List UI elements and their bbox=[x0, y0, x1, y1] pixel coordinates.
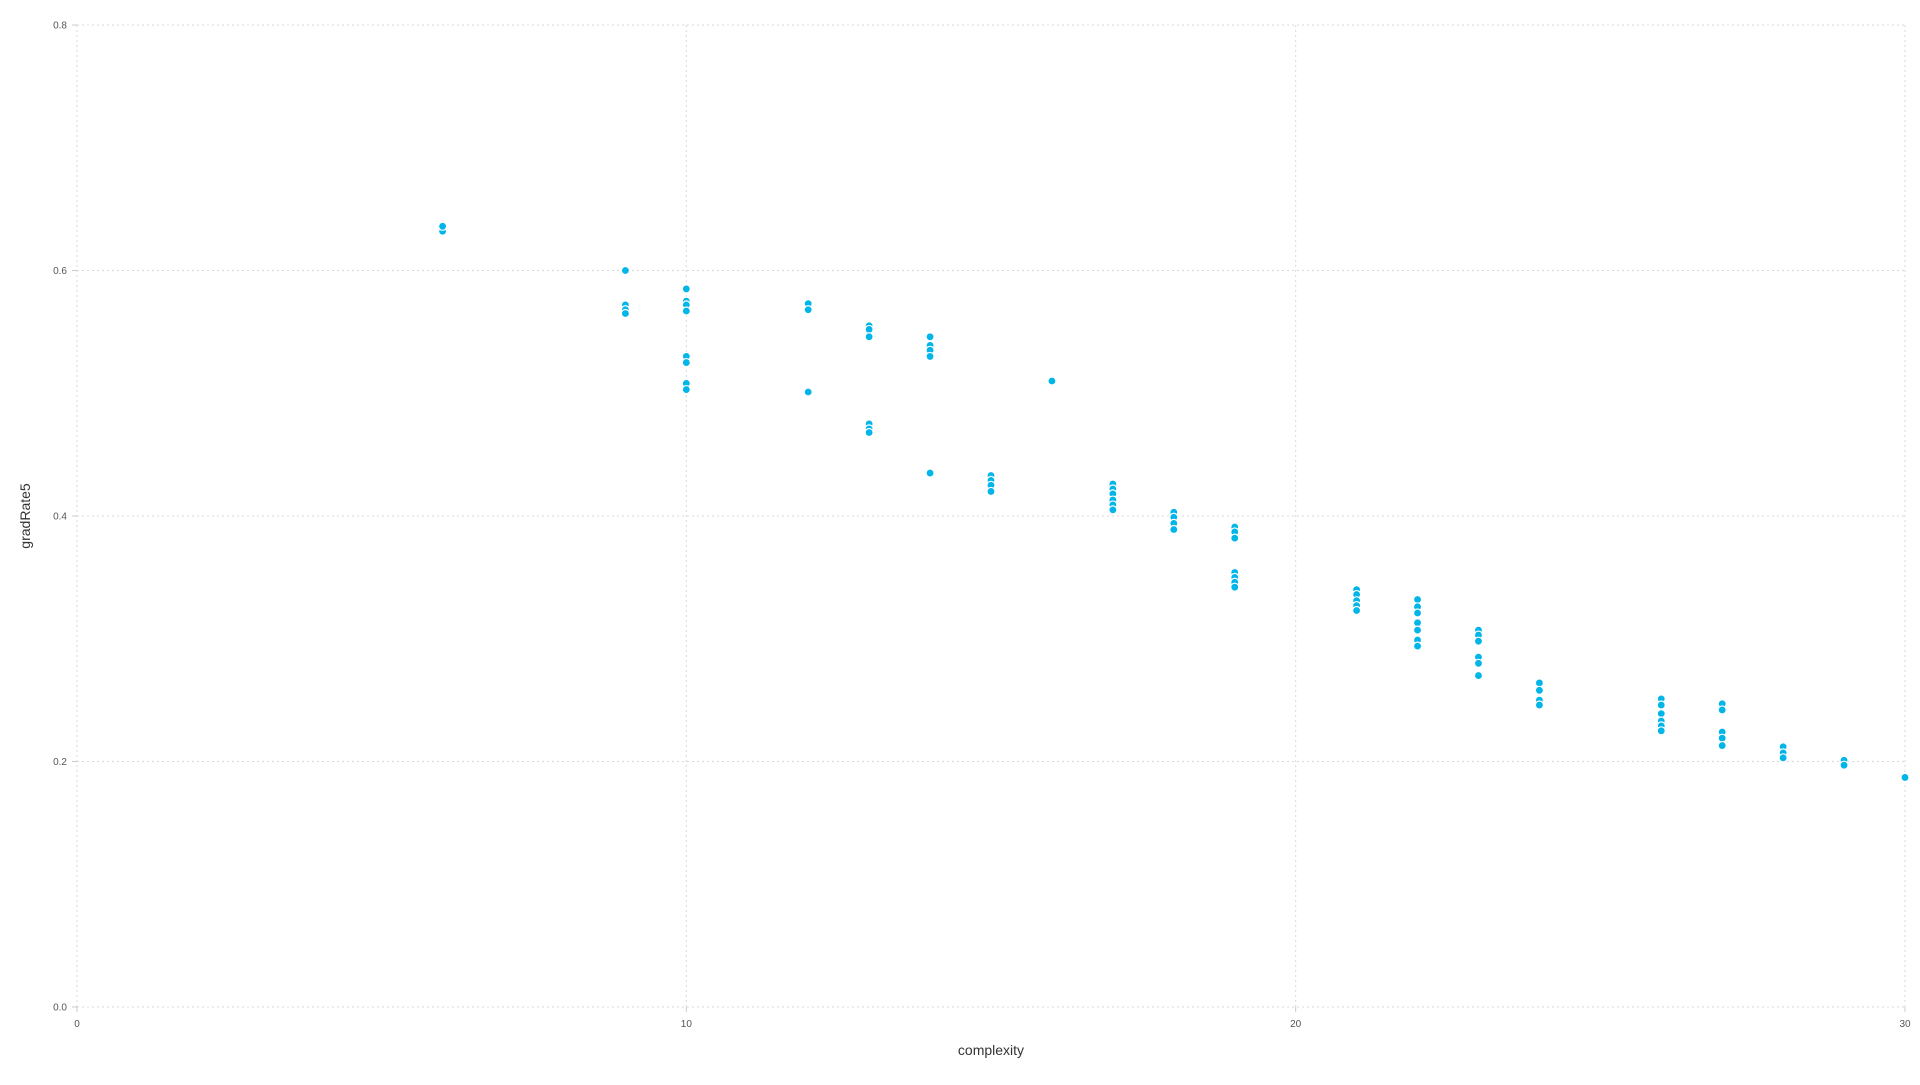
data-point bbox=[1351, 605, 1362, 616]
data-point bbox=[1656, 700, 1666, 710]
data-point bbox=[1230, 582, 1240, 592]
data-point bbox=[1230, 533, 1240, 543]
data-point bbox=[925, 351, 935, 362]
y-tick-labels: 0.0 0.2 0.4 0.6 0.8 bbox=[53, 21, 67, 1014]
data-point bbox=[620, 308, 631, 319]
data-point bbox=[803, 305, 813, 315]
y-tick-label: 0.4 bbox=[53, 512, 67, 523]
data-point bbox=[1412, 608, 1423, 618]
data-point bbox=[1534, 685, 1545, 695]
data-point bbox=[1717, 740, 1727, 751]
data-point bbox=[925, 332, 935, 342]
data-point bbox=[1778, 753, 1788, 763]
data-point bbox=[1169, 524, 1179, 535]
data-point bbox=[1717, 705, 1727, 715]
data-point bbox=[1473, 658, 1484, 668]
data-points bbox=[438, 221, 1910, 783]
data-point bbox=[1473, 670, 1484, 681]
y-tick-label: 0.2 bbox=[53, 757, 67, 768]
data-point bbox=[864, 427, 874, 438]
data-point bbox=[681, 284, 691, 294]
y-tick-label: 0.8 bbox=[53, 21, 67, 32]
grid-lines bbox=[72, 24, 1906, 1012]
data-point bbox=[1656, 726, 1666, 736]
x-tick-label: 30 bbox=[1899, 1019, 1911, 1030]
data-point bbox=[1412, 641, 1423, 651]
data-point bbox=[803, 387, 813, 397]
data-point bbox=[681, 384, 691, 395]
x-tick-label: 20 bbox=[1290, 1019, 1302, 1030]
data-point bbox=[1108, 505, 1118, 515]
data-point bbox=[1473, 636, 1484, 646]
data-point bbox=[438, 221, 448, 231]
data-point bbox=[1900, 772, 1910, 783]
y-tick-label: 0.6 bbox=[53, 266, 67, 277]
data-point bbox=[1839, 760, 1849, 770]
x-tick-label: 10 bbox=[681, 1019, 693, 1030]
x-tick-label: 0 bbox=[74, 1019, 80, 1030]
data-point bbox=[986, 486, 996, 497]
data-point bbox=[864, 332, 874, 342]
x-axis-title: complexity bbox=[958, 1042, 1024, 1058]
data-point bbox=[681, 306, 691, 316]
y-axis-title: gradRate5 bbox=[17, 483, 33, 549]
data-point bbox=[925, 468, 935, 478]
data-point bbox=[681, 357, 691, 368]
data-point bbox=[1412, 625, 1423, 635]
data-point bbox=[620, 265, 631, 276]
x-tick-labels: 0 10 20 30 bbox=[74, 1019, 1911, 1030]
data-point bbox=[1047, 376, 1057, 386]
y-tick-label: 0.0 bbox=[53, 1003, 67, 1014]
data-point bbox=[1534, 700, 1545, 710]
